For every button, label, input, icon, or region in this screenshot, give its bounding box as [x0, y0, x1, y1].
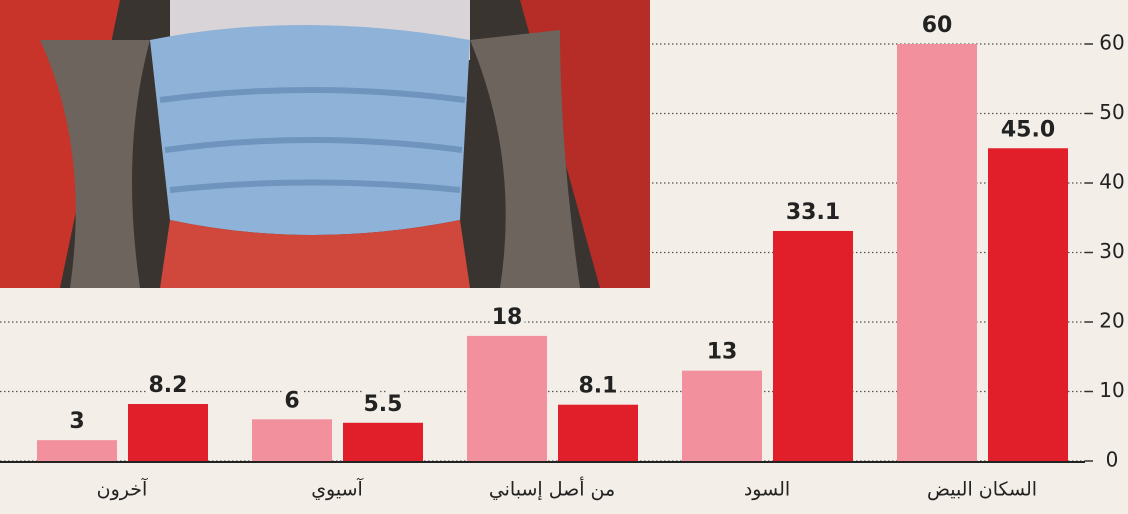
bar: [988, 148, 1068, 461]
value-label: 18: [492, 305, 523, 330]
y-tick-label: 10: [1099, 378, 1124, 402]
value-label: 33.1: [786, 200, 840, 225]
x-tick-label: آسيوي: [311, 477, 363, 501]
bar: [773, 231, 853, 461]
y-tick-label: 30: [1099, 239, 1124, 263]
value-label: 8.1: [579, 374, 618, 399]
bar: [37, 440, 117, 461]
x-tick-label: السكان البيض: [927, 479, 1037, 501]
y-tick-label: 0: [1106, 448, 1119, 472]
value-label: 3: [69, 409, 84, 434]
y-tick-label: 50: [1099, 100, 1124, 124]
y-tick-label: 60: [1099, 31, 1124, 55]
value-label: 8.2: [149, 373, 188, 398]
bar: [558, 405, 638, 461]
y-tick-label: 40: [1099, 170, 1124, 194]
bar: [467, 336, 547, 461]
bar: [897, 44, 977, 461]
value-label: 45.0: [1001, 117, 1055, 142]
bar: [252, 419, 332, 461]
x-tick-label: السود: [744, 479, 790, 501]
value-label: 13: [707, 340, 738, 365]
bar: [682, 371, 762, 461]
photo: [0, 0, 650, 288]
x-tick-label: آخرون: [97, 477, 148, 501]
bar: [343, 423, 423, 461]
value-label: 6: [284, 388, 299, 413]
y-tick-label: 20: [1099, 309, 1124, 333]
x-tick-label: من أصل إسباني: [489, 477, 615, 502]
value-label: 60: [922, 13, 953, 38]
chart: 3 8.2 6 5.5 18 8.1 13 33.1 60 45.0 0 10 20 30 40 50 60 آ…: [0, 0, 1128, 514]
value-label: 5.5: [364, 392, 403, 417]
bar: [128, 404, 208, 461]
